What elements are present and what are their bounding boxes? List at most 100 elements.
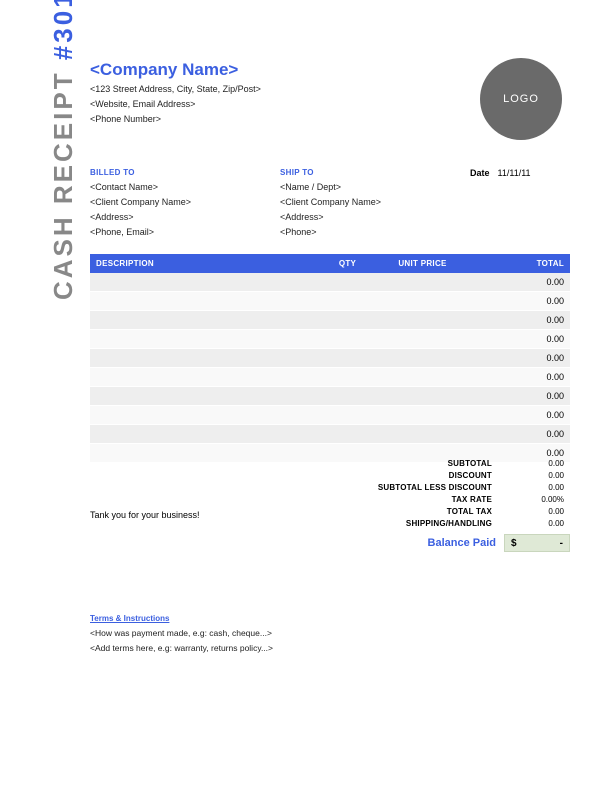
table-row: 0.00	[90, 273, 570, 292]
terms-line-1: <How was payment made, e.g: cash, cheque…	[90, 628, 570, 638]
col-total: TOTAL	[470, 254, 570, 273]
ship-to: SHIP TO <Name / Dept> <Client Company Na…	[280, 168, 470, 242]
table-row: 0.00	[90, 330, 570, 349]
ship-heading: SHIP TO	[280, 168, 470, 177]
cell-description	[90, 311, 320, 330]
cell-total: 0.00	[470, 330, 570, 349]
date-value: 11/11/11	[498, 168, 531, 242]
date-label: Date	[470, 168, 490, 242]
cell-qty	[320, 425, 375, 444]
subtotal-less-label: SUBTOTAL LESS DISCOUNT	[350, 483, 500, 492]
cell-qty	[320, 387, 375, 406]
billed-contact: <Contact Name>	[90, 182, 280, 192]
cell-unit_price	[375, 330, 470, 349]
col-qty: QTY	[320, 254, 375, 273]
cell-unit_price	[375, 292, 470, 311]
cell-description	[90, 406, 320, 425]
date-block: Date 11/11/11	[470, 168, 570, 242]
cell-qty	[320, 330, 375, 349]
tax-rate-label: TAX RATE	[350, 495, 500, 504]
summary-tax-rate: TAX RATE 0.00%	[90, 495, 570, 504]
terms-block: Terms & Instructions <How was payment ma…	[90, 614, 570, 658]
cell-qty	[320, 368, 375, 387]
total-tax-value: 0.00	[500, 507, 570, 516]
cell-total: 0.00	[470, 406, 570, 425]
ship-phone: <Phone>	[280, 227, 470, 237]
table-row: 0.00	[90, 368, 570, 387]
receipt-page: CASH RECEIPT #301 <Company Name> <123 St…	[0, 0, 612, 792]
balance-currency: $	[511, 538, 517, 549]
cell-qty	[320, 273, 375, 292]
shipping-label: SHIPPING/HANDLING	[350, 519, 500, 528]
cell-unit_price	[375, 368, 470, 387]
cell-unit_price	[375, 311, 470, 330]
cell-unit_price	[375, 349, 470, 368]
billed-heading: BILLED TO	[90, 168, 280, 177]
summary-shipping: SHIPPING/HANDLING 0.00	[90, 519, 570, 528]
col-unit-price: UNIT PRICE	[375, 254, 470, 273]
cell-unit_price	[375, 387, 470, 406]
cell-total: 0.00	[470, 425, 570, 444]
cell-total: 0.00	[470, 349, 570, 368]
receipt-title: CASH RECEIPT #301	[48, 0, 79, 300]
subtotal-label: SUBTOTAL	[350, 459, 500, 468]
ship-company: <Client Company Name>	[280, 197, 470, 207]
summary-total-tax: TOTAL TAX 0.00	[90, 507, 570, 516]
table-row: 0.00	[90, 425, 570, 444]
items-header-row: DESCRIPTION QTY UNIT PRICE TOTAL	[90, 254, 570, 273]
cell-qty	[320, 406, 375, 425]
shipping-value: 0.00	[500, 519, 570, 528]
cell-description	[90, 349, 320, 368]
cell-description	[90, 273, 320, 292]
terms-line-2: <Add terms here, e.g: warranty, returns …	[90, 643, 570, 653]
cell-qty	[320, 311, 375, 330]
logo-placeholder: LOGO	[480, 58, 562, 140]
billed-address: <Address>	[90, 212, 280, 222]
parties-block: BILLED TO <Contact Name> <Client Company…	[90, 168, 570, 242]
subtotal-less-value: 0.00	[500, 483, 570, 492]
summary-block: SUBTOTAL 0.00 DISCOUNT 0.00 SUBTOTAL LES…	[90, 459, 570, 552]
billed-company: <Client Company Name>	[90, 197, 280, 207]
balance-box: $ -	[504, 534, 570, 552]
terms-heading: Terms & Instructions	[90, 614, 570, 623]
logo-text: LOGO	[503, 93, 539, 105]
cell-description	[90, 368, 320, 387]
billed-phone-email: <Phone, Email>	[90, 227, 280, 237]
table-row: 0.00	[90, 387, 570, 406]
table-row: 0.00	[90, 292, 570, 311]
cell-total: 0.00	[470, 273, 570, 292]
cell-description	[90, 292, 320, 311]
items-table-wrap: DESCRIPTION QTY UNIT PRICE TOTAL 0.000.0…	[90, 254, 570, 463]
cell-unit_price	[375, 425, 470, 444]
ship-address: <Address>	[280, 212, 470, 222]
table-row: 0.00	[90, 311, 570, 330]
summary-discount: DISCOUNT 0.00	[90, 471, 570, 480]
cell-description	[90, 387, 320, 406]
discount-value: 0.00	[500, 471, 570, 480]
table-row: 0.00	[90, 349, 570, 368]
summary-subtotal: SUBTOTAL 0.00	[90, 459, 570, 468]
summary-subtotal-less: SUBTOTAL LESS DISCOUNT 0.00	[90, 483, 570, 492]
cell-total: 0.00	[470, 311, 570, 330]
table-row: 0.00	[90, 406, 570, 425]
cell-unit_price	[375, 406, 470, 425]
cell-description	[90, 425, 320, 444]
cell-description	[90, 330, 320, 349]
col-description: DESCRIPTION	[90, 254, 320, 273]
items-table: DESCRIPTION QTY UNIT PRICE TOTAL 0.000.0…	[90, 254, 570, 463]
cell-total: 0.00	[470, 387, 570, 406]
discount-label: DISCOUNT	[350, 471, 500, 480]
subtotal-value: 0.00	[500, 459, 570, 468]
total-tax-label: TOTAL TAX	[350, 507, 500, 516]
cell-total: 0.00	[470, 368, 570, 387]
billed-to: BILLED TO <Contact Name> <Client Company…	[90, 168, 280, 242]
cell-qty	[320, 349, 375, 368]
cell-total: 0.00	[470, 292, 570, 311]
receipt-number: #301	[48, 0, 78, 60]
tax-rate-value: 0.00%	[500, 495, 570, 504]
balance-label: Balance Paid	[428, 537, 496, 549]
cell-qty	[320, 292, 375, 311]
ship-name-dept: <Name / Dept>	[280, 182, 470, 192]
cell-unit_price	[375, 273, 470, 292]
balance-row: Balance Paid $ -	[90, 534, 570, 552]
